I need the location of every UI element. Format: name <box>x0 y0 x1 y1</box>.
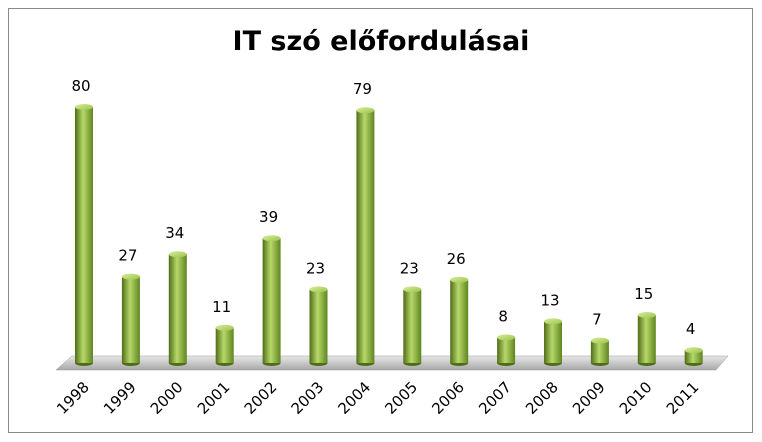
data-label: 11 <box>212 298 231 316</box>
bar <box>403 289 422 363</box>
bar-cap <box>497 334 516 341</box>
bar-cap <box>590 337 609 344</box>
bar-cap <box>121 273 140 280</box>
data-label: 39 <box>259 208 278 226</box>
bar <box>356 110 375 363</box>
bar <box>215 327 234 363</box>
bar <box>637 315 656 363</box>
floor <box>55 355 729 371</box>
bar <box>121 276 140 363</box>
bar-cap <box>544 318 562 325</box>
bar <box>262 238 281 363</box>
bar <box>450 279 469 363</box>
bar-cap <box>309 286 328 293</box>
bar-cap <box>262 235 281 242</box>
bar-cap <box>356 107 375 114</box>
data-label: 79 <box>353 80 372 98</box>
bar <box>544 321 562 363</box>
bar-cap <box>637 312 656 318</box>
bar-cap <box>403 286 422 293</box>
bar <box>684 350 703 363</box>
bar <box>309 289 328 363</box>
bar-cap <box>450 276 469 283</box>
bar-cap <box>215 324 234 331</box>
data-label: 8 <box>498 307 508 325</box>
data-label: 13 <box>540 291 559 309</box>
data-label: 80 <box>71 77 90 95</box>
bar-cap <box>684 347 703 354</box>
bar <box>590 340 609 363</box>
data-label: 34 <box>165 224 184 242</box>
data-label: 4 <box>686 320 696 338</box>
chart-title: IT szó előfordulásai <box>233 26 530 57</box>
bar <box>497 337 516 363</box>
data-label: 23 <box>400 259 419 277</box>
bar-cap <box>75 104 93 110</box>
data-label: 26 <box>447 250 466 268</box>
data-label: 23 <box>306 259 325 277</box>
bar <box>168 254 187 363</box>
data-label: 27 <box>118 247 137 265</box>
bar-cap <box>168 251 187 258</box>
bar <box>75 107 93 363</box>
data-label: 15 <box>634 285 653 303</box>
data-label: 7 <box>592 311 602 329</box>
